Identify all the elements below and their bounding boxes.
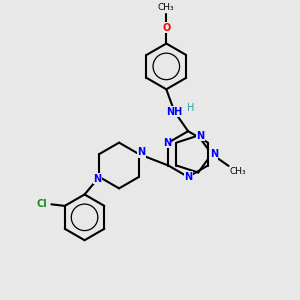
Text: CH₃: CH₃ [158, 3, 175, 12]
Text: N: N [137, 148, 146, 158]
Text: CH₃: CH₃ [230, 167, 247, 176]
Text: N: N [196, 130, 205, 141]
Text: O: O [162, 23, 170, 33]
Text: N: N [210, 149, 218, 159]
Text: N: N [163, 138, 171, 148]
Text: Cl: Cl [37, 199, 47, 209]
Text: H: H [187, 103, 194, 113]
Text: N: N [184, 172, 192, 182]
Text: N: N [94, 173, 102, 184]
Text: NH: NH [166, 107, 183, 117]
